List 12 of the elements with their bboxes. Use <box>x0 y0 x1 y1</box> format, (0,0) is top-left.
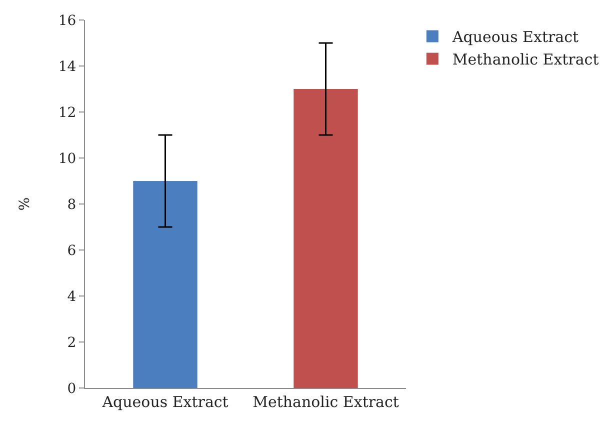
y-tick-label: 0 <box>67 380 76 397</box>
y-tick-label: 8 <box>67 196 76 213</box>
y-axis-title: % <box>16 197 33 211</box>
y-tick-label: 4 <box>67 288 76 305</box>
y-tick-label: 6 <box>67 242 76 259</box>
y-tick-label: 12 <box>58 104 76 121</box>
y-tick-label: 2 <box>67 334 76 351</box>
y-tick-label: 14 <box>58 58 76 75</box>
legend-label: Methanolic Extract <box>452 50 599 69</box>
legend-label: Aqueous Extract <box>451 28 579 46</box>
y-tick-label: 16 <box>58 12 76 29</box>
y-tick-label: 10 <box>58 150 76 167</box>
